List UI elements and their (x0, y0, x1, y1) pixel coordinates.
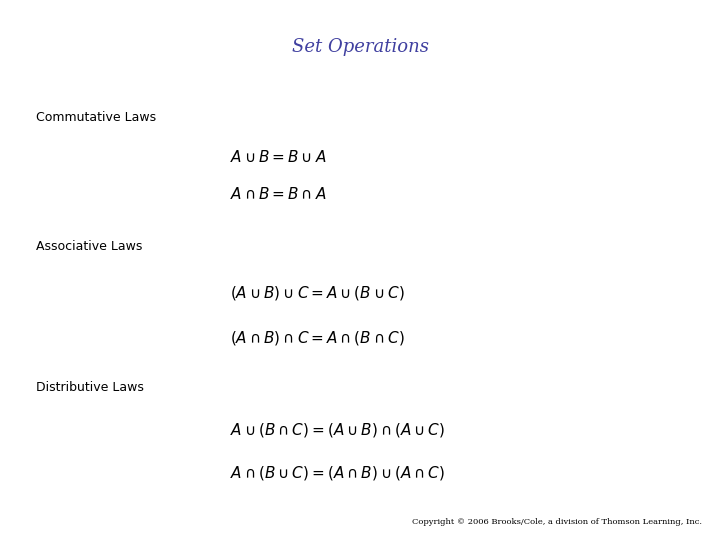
Text: $A \cap (B \cup C) = (A \cap B) \cup (A \cap C)$: $A \cap (B \cup C) = (A \cap B) \cup (A … (230, 464, 445, 482)
Text: Set Operations: Set Operations (292, 38, 428, 56)
Text: $(A \cap B) \cap C = A \cap (B \cap C)$: $(A \cap B) \cap C = A \cap (B \cap C)$ (230, 329, 405, 347)
Text: Commutative Laws: Commutative Laws (36, 111, 156, 124)
Text: $(A \cup B) \cup C = A \cup (B \cup C)$: $(A \cup B) \cup C = A \cup (B \cup C)$ (230, 284, 405, 301)
Text: Distributive Laws: Distributive Laws (36, 381, 144, 394)
Text: Associative Laws: Associative Laws (36, 240, 143, 253)
Text: Copyright © 2006 Brooks/Cole, a division of Thomson Learning, Inc.: Copyright © 2006 Brooks/Cole, a division… (412, 518, 702, 526)
Text: $A \cap B = B \cap A$: $A \cap B = B \cap A$ (230, 186, 327, 202)
Text: $A \cup (B \cap C) = (A \cup B) \cap (A \cup C)$: $A \cup (B \cap C) = (A \cup B) \cap (A … (230, 421, 445, 439)
Text: $A \cup B = B \cup A$: $A \cup B = B \cup A$ (230, 148, 327, 165)
